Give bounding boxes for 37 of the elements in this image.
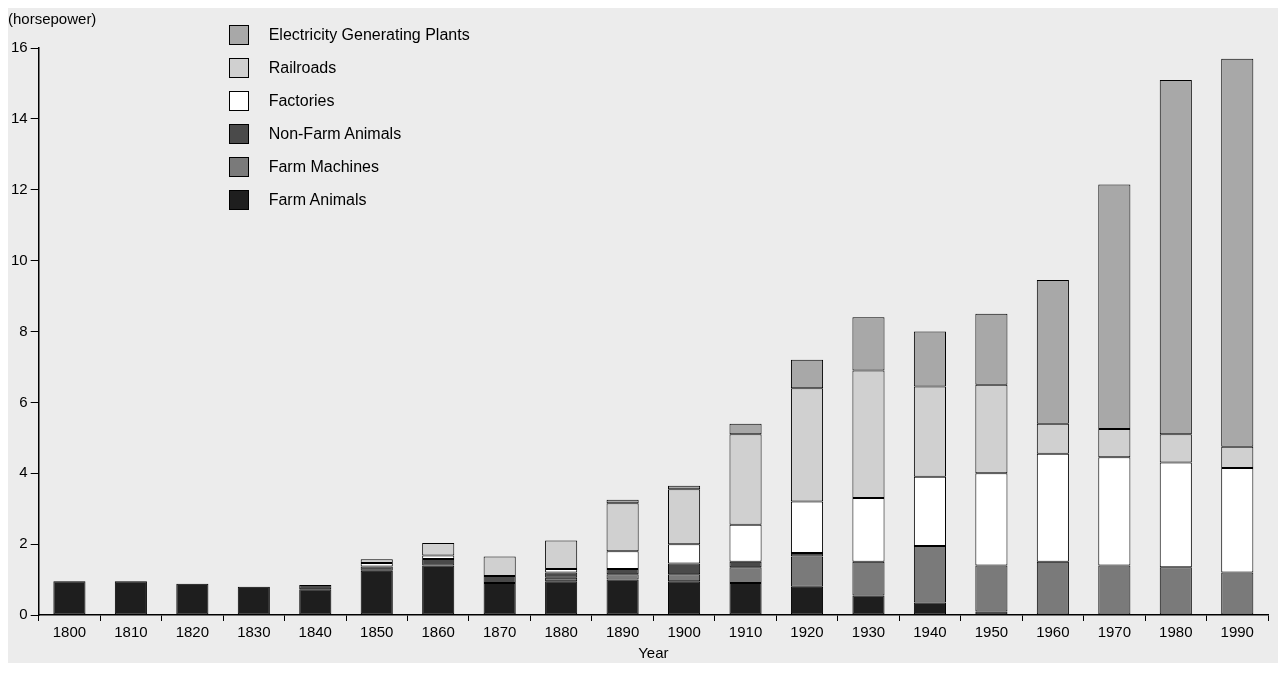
legend-label: Non-Farm Animals	[268, 124, 402, 143]
x-tick-label: 1830	[237, 623, 271, 641]
x-tick-label: 1960	[1036, 623, 1070, 641]
y-axis-title: (horsepower)	[8, 10, 97, 27]
x-tick-label: 1820	[175, 623, 210, 641]
x-tick-label: 1920	[790, 623, 824, 641]
x-tick-label: 1990	[1220, 623, 1254, 641]
x-tick-label: 1800	[52, 623, 87, 641]
legend-label: Electricity Generating Plants	[268, 25, 470, 44]
x-tick-label: 1810	[114, 623, 148, 641]
x-tick-label: 1900	[667, 623, 701, 641]
x-tick-label: 1940	[913, 623, 947, 641]
y-tick-label: 0	[19, 605, 28, 623]
x-tick-label: 1860	[421, 623, 455, 641]
y-tick-label: 8	[19, 321, 28, 339]
x-tick-label: 1910	[728, 623, 763, 641]
x-tick-label: 1870	[482, 623, 517, 641]
y-tick-label: 6	[19, 392, 28, 410]
legend-label: Railroads	[268, 58, 337, 77]
y-tick-label: 10	[11, 250, 28, 268]
x-axis-title: Year	[638, 644, 669, 662]
x-tick-label: 1970	[1097, 623, 1132, 641]
x-tick-label: 1840	[298, 623, 332, 641]
y-tick-label: 14	[11, 109, 28, 127]
y-tick-label: 12	[11, 179, 28, 197]
x-tick-label: 1930	[851, 623, 886, 641]
x-tick-label: 1950	[974, 623, 1009, 641]
y-tick-label: 16	[11, 38, 28, 56]
y-tick-label: 2	[19, 534, 28, 552]
x-tick-label: 1880	[544, 623, 578, 641]
x-tick-label: 1980	[1159, 623, 1193, 641]
legend-label: Farm Animals	[268, 190, 367, 209]
x-tick-label: 1850	[360, 623, 394, 641]
y-tick-label: 4	[19, 463, 28, 481]
x-tick-label: 1890	[605, 623, 640, 641]
legend-label: Farm Machines	[268, 157, 379, 176]
legend-label: Factories	[268, 91, 335, 110]
